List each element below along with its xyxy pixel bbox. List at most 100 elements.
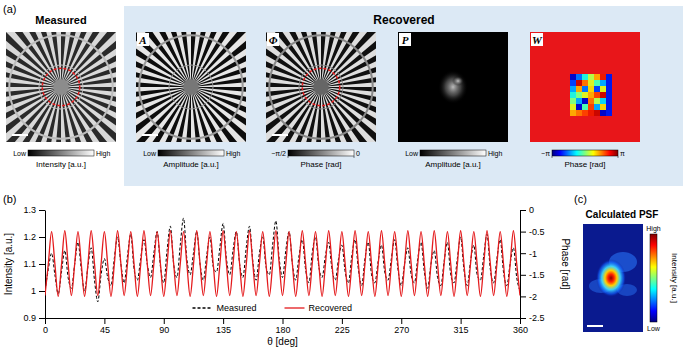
tick-label: 225 [335,325,350,335]
legend: MeasuredRecovered [193,303,353,313]
tick-label: 1.3 [23,205,36,215]
pupil-phase-cell [600,110,606,116]
ring [269,35,372,138]
x-axis: 04590135180225270315360 [43,318,528,335]
colorbar-tick [354,156,355,158]
tick-label: 0.9 [23,313,36,323]
title: Measured [35,14,86,26]
pupil-phase-cell [594,98,600,104]
tick-mark [39,237,45,238]
tick-mark [520,253,526,254]
title: Recovered [373,13,434,27]
tick: -2.5 [520,313,545,323]
tick-mark [39,318,45,319]
pupil-phase-cell [570,74,576,80]
pupil-phase-cell [570,110,576,116]
tick-label: 0 [529,205,534,215]
tick-label: 1.1 [23,259,36,269]
tick-label: 135 [216,325,231,335]
tick: 1.2 [23,232,45,242]
axis-title: θ [deg] [267,336,298,347]
pupil-blob [438,70,468,104]
pupil-phase-cell [570,86,576,92]
pupil-phase-cell [576,104,582,110]
colorbar [28,150,94,156]
pupil-phase-cell [606,80,612,86]
image-bg [583,224,643,332]
tick-mark [223,318,224,324]
legend-label: Measured [217,303,257,313]
image [6,32,116,142]
figure: (a)(b)(c)MeasuredLowHighIntensity [a.u.]… [0,0,685,351]
series-line [45,218,520,302]
pupil-phase-cell [606,110,612,116]
tick: 45 [100,318,110,335]
pupil-phase-cell [582,110,588,116]
colorbar [552,150,618,156]
spoke [65,32,116,83]
panel-a: MeasuredLowHighIntensity [a.u.]Recovered… [0,6,683,186]
tick: -1 [520,249,537,259]
colorbar-title: Phase [rad] [565,160,606,169]
spoke [326,73,376,86]
image-bg [530,32,640,142]
plot-area [45,218,520,302]
pupil-phase-cell [576,98,582,104]
pupil-phase-cell [588,98,594,104]
pupil-phase-cell [588,86,594,92]
tick: 135 [216,318,231,335]
pupil-phase-cell [600,86,606,92]
tick: 1.1 [23,259,45,269]
tick-mark [520,210,526,211]
tick: 0 [43,318,48,335]
spoke [136,32,187,83]
image-bg [398,32,508,142]
colorbar-tick-label: −π [541,150,550,157]
star-disc [266,32,376,142]
colorbar-label: High [96,150,111,158]
series-line [45,231,520,297]
spoke [136,87,186,100]
roi-circle [302,68,339,105]
colorbar-label: Low [647,325,661,332]
tick: 0 [520,205,534,215]
image [136,32,246,142]
colorbar-title: Intensity [a.u.] [36,160,86,169]
pupil-blob [452,76,464,86]
title: Calculated PSF [586,209,659,220]
pupil-phase-cell [576,74,582,80]
colorbar-tick-label: π [620,150,625,157]
tick: 0.9 [23,313,45,323]
tick-mark [342,318,343,324]
spoke [325,91,376,142]
panel-symbol: W [532,34,543,46]
symbol-bg [531,33,543,46]
ring [9,35,112,138]
pupil-phase-cell [594,80,600,86]
pupil-phase-cell [588,74,594,80]
image [530,32,640,142]
symbol-bg [137,33,149,46]
panel-symbol: Φ [269,34,278,46]
pupil-phase-cell [570,98,576,104]
tick-label: 360 [513,325,528,335]
tick-mark [164,318,165,324]
recovered-panel: PLowHighAmplitude [a.u.] [398,32,508,169]
recovered-panel: W −π π Phase [rad] [530,32,640,169]
spoke [61,92,74,142]
image [583,224,643,332]
spoke [6,91,57,142]
pupil-phase-cell [576,92,582,98]
pupil-phase-cell [594,86,600,92]
pupil-phase-cell [582,104,588,110]
colorbar [420,150,486,156]
scale-bar [587,325,603,327]
star-disc [136,32,246,142]
star-center [183,79,198,94]
tick: 315 [454,318,469,335]
symbol-bg [399,33,411,46]
tick-mark [461,318,462,324]
spoke [307,32,320,82]
pupil-phase-cell [606,86,612,92]
tick-label: -1 [529,249,537,259]
